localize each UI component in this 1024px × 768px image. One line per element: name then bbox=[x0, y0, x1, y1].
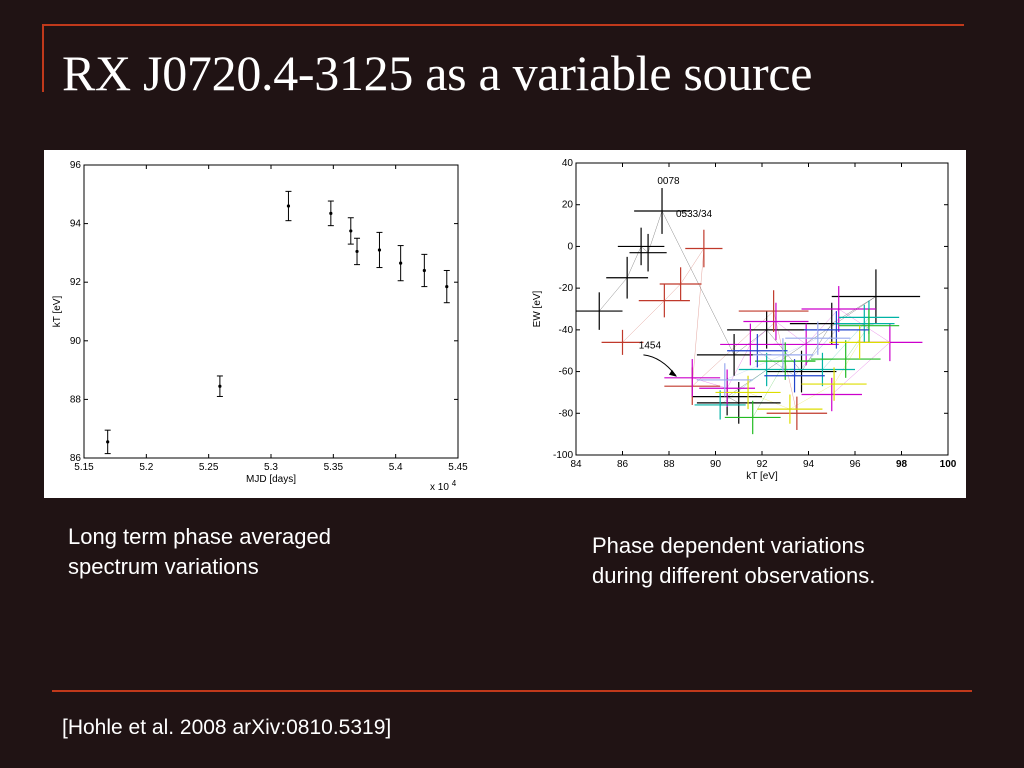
y-tick-label: -60 bbox=[559, 367, 574, 378]
y-tick-label: 20 bbox=[562, 200, 574, 211]
data-point bbox=[106, 440, 110, 444]
left-accent-rule bbox=[42, 24, 44, 92]
caption-right-line-1: Phase dependent variations bbox=[592, 533, 865, 558]
y-tick-label: -20 bbox=[559, 283, 574, 294]
y-tick-label: 86 bbox=[70, 453, 82, 464]
caption-left-line-1: Long term phase averaged bbox=[68, 524, 331, 549]
x-tick-label: 94 bbox=[803, 459, 815, 470]
x-axis-multiplier: x 10 4 bbox=[430, 479, 457, 493]
x-tick-label: 98 bbox=[896, 459, 908, 470]
y-tick-label: 40 bbox=[562, 158, 574, 169]
y-tick-label: 94 bbox=[70, 219, 82, 230]
x-axis-label: kT [eV] bbox=[746, 471, 778, 482]
x-tick-label: 5.45 bbox=[448, 462, 468, 473]
bottom-accent-rule bbox=[52, 690, 972, 692]
x-tick-label: 5.15 bbox=[74, 462, 94, 473]
series-connector bbox=[757, 329, 837, 377]
y-tick-label: -80 bbox=[559, 408, 574, 419]
kt-vs-mjd-chart-panel: 5.15 5.2 5.25 5.3 5.35 5.4 5.45 86 88 90 92 94 96 MJD… bbox=[44, 150, 510, 498]
x-tick-label: 5.25 bbox=[199, 462, 219, 473]
y-tick-label: 0 bbox=[567, 241, 573, 252]
y-tick-label: 88 bbox=[70, 394, 82, 405]
data-point bbox=[349, 229, 353, 233]
series-connector bbox=[747, 342, 860, 410]
annotation-arrow-head bbox=[668, 369, 677, 377]
data-point bbox=[399, 261, 403, 265]
annotation-label: 0533/34 bbox=[676, 209, 713, 220]
x-tick-label: 86 bbox=[617, 459, 629, 470]
slide-title: RX J0720.4-3125 as a variable source bbox=[62, 45, 813, 101]
plot-frame bbox=[575, 162, 949, 456]
x-tick-label: 88 bbox=[663, 459, 675, 470]
annotation-label: 1454 bbox=[639, 341, 662, 352]
caption-right: Phase dependent variations during differ… bbox=[592, 531, 875, 591]
y-tick-label: -100 bbox=[553, 450, 573, 461]
x-tick-label: 5.4 bbox=[389, 462, 403, 473]
y-axis-label: kT [eV] bbox=[52, 296, 63, 328]
data-point bbox=[422, 268, 426, 273]
reference-citation: [Hohle et al. 2008 arXiv:0810.5319] bbox=[62, 716, 392, 739]
ew-vs-kt-chart-panel: 84 86 88 90 92 94 96 98 100 -100 -80 -60 -40 -20 0 20 40… bbox=[510, 150, 966, 498]
annotation-label: 0078 bbox=[657, 176, 680, 187]
x-tick-label: 84 bbox=[570, 459, 582, 470]
x-tick-label: 90 bbox=[710, 459, 722, 470]
x-axis-label: MJD [days] bbox=[246, 474, 296, 485]
y-tick-label: 90 bbox=[70, 336, 82, 347]
x-tick-label: 5.3 bbox=[264, 462, 278, 473]
data-point bbox=[445, 284, 449, 289]
data-point bbox=[286, 204, 291, 208]
x-tick-label: 5.2 bbox=[139, 462, 153, 473]
x-tick-label: 96 bbox=[849, 459, 861, 470]
data-point bbox=[377, 248, 382, 252]
y-tick-label: 92 bbox=[70, 277, 82, 288]
data-point bbox=[355, 249, 359, 254]
caption-left: Long term phase averaged spectrum variat… bbox=[68, 522, 331, 582]
x-tick-label: 92 bbox=[756, 459, 768, 470]
x-tick-label: 100 bbox=[940, 459, 957, 470]
y-tick-label: -40 bbox=[559, 325, 574, 336]
x-tick-label: 5.35 bbox=[324, 462, 344, 473]
data-point bbox=[329, 211, 333, 215]
data-point bbox=[218, 384, 222, 388]
y-axis-label: EW [eV] bbox=[532, 290, 543, 327]
series-connector bbox=[692, 308, 891, 395]
top-accent-rule bbox=[44, 24, 964, 26]
caption-right-line-2: during different observations. bbox=[592, 563, 876, 588]
caption-left-line-2: spectrum variations bbox=[68, 554, 259, 579]
y-tick-label: 96 bbox=[70, 160, 82, 171]
plot-frame bbox=[83, 164, 459, 459]
ew-vs-kt-chart: 84 86 88 90 92 94 96 98 100 -100 -80 -60 -40 -20 0 20 40… bbox=[532, 158, 957, 482]
kt-vs-mjd-chart: 5.15 5.2 5.25 5.3 5.35 5.4 5.45 86 88 90 92 94 96 MJD… bbox=[52, 160, 468, 493]
